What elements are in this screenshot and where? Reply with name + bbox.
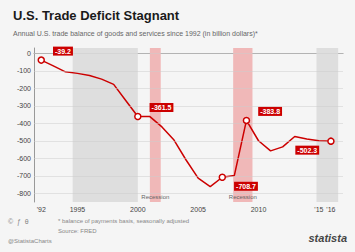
svg-text:-600: -600: [17, 155, 31, 162]
svg-text:-100: -100: [17, 67, 31, 74]
svg-text:2005: 2005: [190, 206, 206, 213]
svg-text:2000: 2000: [130, 206, 146, 213]
svg-text:Recession: Recession: [141, 194, 169, 200]
svg-text:-361.5: -361.5: [152, 104, 172, 111]
svg-text:-708.7: -708.7: [236, 183, 256, 190]
svg-text:-800: -800: [17, 190, 31, 197]
svg-text:'15: '15: [314, 206, 323, 213]
svg-text:Recession: Recession: [229, 194, 257, 200]
svg-text:'16: '16: [326, 206, 335, 213]
svg-text:Annual U.S. trade balance of g: Annual U.S. trade balance of goods and s…: [13, 30, 258, 38]
svg-text:'92: '92: [37, 206, 46, 213]
svg-text:-500: -500: [17, 137, 31, 144]
svg-text:statista: statista: [308, 232, 347, 244]
svg-text:0: 0: [27, 50, 31, 57]
svg-text:-200: -200: [17, 85, 31, 92]
svg-text:-300: -300: [17, 102, 31, 109]
svg-text:-400: -400: [17, 120, 31, 127]
svg-text:* balance of payments basis, s: * balance of payments basis, seasonally …: [58, 218, 189, 224]
svg-text:1995: 1995: [70, 206, 86, 213]
svg-text:Source: FRED: Source: FRED: [58, 228, 97, 234]
svg-text:-502.3: -502.3: [297, 147, 317, 154]
svg-text:2010: 2010: [251, 206, 267, 213]
svg-text:U.S. Trade Deficit Stagnant: U.S. Trade Deficit Stagnant: [13, 8, 180, 23]
svg-text:-39.2: -39.2: [55, 48, 71, 55]
svg-text:-383.8: -383.8: [260, 108, 280, 115]
svg-text:© ƒ θ: © ƒ θ: [8, 218, 29, 226]
svg-text:-700: -700: [17, 172, 31, 179]
svg-text:@StatistaCharts: @StatistaCharts: [8, 238, 52, 244]
